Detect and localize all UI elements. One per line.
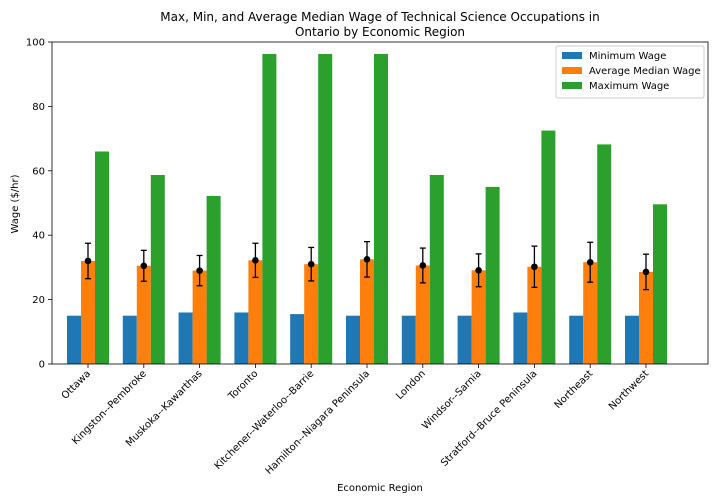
bar-maximum-wage: [318, 53, 333, 364]
x-tick-label: Ottawa: [60, 368, 93, 401]
y-tick-label: 100: [26, 38, 45, 49]
bar-minimum-wage: [346, 315, 360, 364]
bar-average-median-wage: [304, 264, 319, 364]
y-tick-label: 80: [32, 102, 45, 113]
bar-maximum-wage: [150, 174, 165, 364]
mean-marker: [252, 257, 259, 264]
y-tick-label: 60: [32, 166, 45, 177]
y-tick-label: 0: [39, 360, 45, 371]
x-tick-label: Northeast: [553, 368, 596, 411]
y-axis-label: Wage ($/hr): [10, 174, 21, 233]
bar-maximum-wage: [597, 144, 612, 364]
y-tick-label: 40: [32, 231, 45, 242]
y-tick-label: 20: [32, 295, 45, 306]
legend-swatch: [562, 67, 582, 74]
x-tick-label: Toronto: [226, 368, 261, 403]
mean-marker: [84, 257, 92, 265]
x-tick-label: Northwest: [607, 368, 651, 412]
bar-minimum-wage: [513, 312, 528, 364]
bar-average-median-wage: [471, 270, 486, 364]
legend: Minimum Wage Average Median Wage Maximum W…: [555, 45, 705, 99]
bar-minimum-wage: [67, 315, 81, 364]
legend-swatch: [562, 52, 582, 59]
bar-minimum-wage: [625, 315, 639, 364]
mean-marker: [475, 266, 482, 274]
bar-maximum-wage: [262, 53, 277, 364]
plot-frame: [51, 41, 709, 365]
bar-average-median-wage: [192, 270, 207, 364]
bar-average-median-wage: [583, 262, 598, 364]
chart-title-line-2: Ontario by Economic Region: [295, 25, 465, 39]
mean-marker: [363, 256, 371, 263]
legend-swatch: [562, 82, 582, 89]
bar-maximum-wage: [374, 53, 388, 364]
legend-box: [555, 45, 705, 99]
bar-average-median-wage: [248, 260, 263, 364]
bar-maximum-wage: [429, 174, 444, 364]
bar-minimum-wage: [290, 314, 305, 364]
x-axis-label: Economic Region: [337, 483, 423, 494]
bar-average-median-wage: [415, 265, 430, 364]
x-tick-label: Stratford--Bruce Peninsula: [439, 368, 539, 468]
chart-title-line-1: Max, Min, and Average Median Wage of Tec…: [160, 10, 599, 24]
bar-minimum-wage: [569, 315, 584, 364]
bar-minimum-wage: [122, 315, 137, 364]
mean-marker: [642, 268, 650, 276]
bar-maximum-wage: [485, 186, 500, 364]
mean-marker: [531, 263, 538, 271]
bar-average-median-wage: [136, 265, 151, 364]
bar-average-median-wage: [81, 260, 95, 364]
bar-maximum-wage: [95, 151, 109, 364]
x-tick-label: Hamilton--Niagara Peninsula: [264, 368, 373, 477]
legend-label: Minimum Wage: [589, 51, 666, 62]
bar-maximum-wage: [206, 195, 221, 364]
mean-marker: [419, 262, 427, 269]
bar-minimum-wage: [401, 315, 416, 364]
mean-marker: [196, 267, 203, 274]
bar-average-median-wage: [360, 259, 374, 364]
mean-marker: [307, 260, 315, 268]
bar-minimum-wage: [234, 312, 249, 364]
plot-area: [67, 53, 667, 364]
x-tick-label: London: [394, 368, 428, 402]
bar-minimum-wage: [457, 315, 472, 364]
mean-marker: [586, 258, 594, 266]
bar-maximum-wage: [541, 130, 556, 364]
bar-maximum-wage: [653, 204, 667, 364]
bar-average-median-wage: [527, 266, 542, 364]
x-tick-label: Windsor--Sarnia: [420, 368, 484, 432]
legend-label: Average Median Wage: [589, 66, 701, 77]
bar-minimum-wage: [178, 312, 193, 364]
x-tick-label: Kitchener--Waterloo--Barrie: [213, 368, 317, 472]
mean-marker: [140, 262, 148, 270]
bar-average-median-wage: [639, 271, 653, 364]
legend-label: Maximum Wage: [589, 81, 669, 92]
